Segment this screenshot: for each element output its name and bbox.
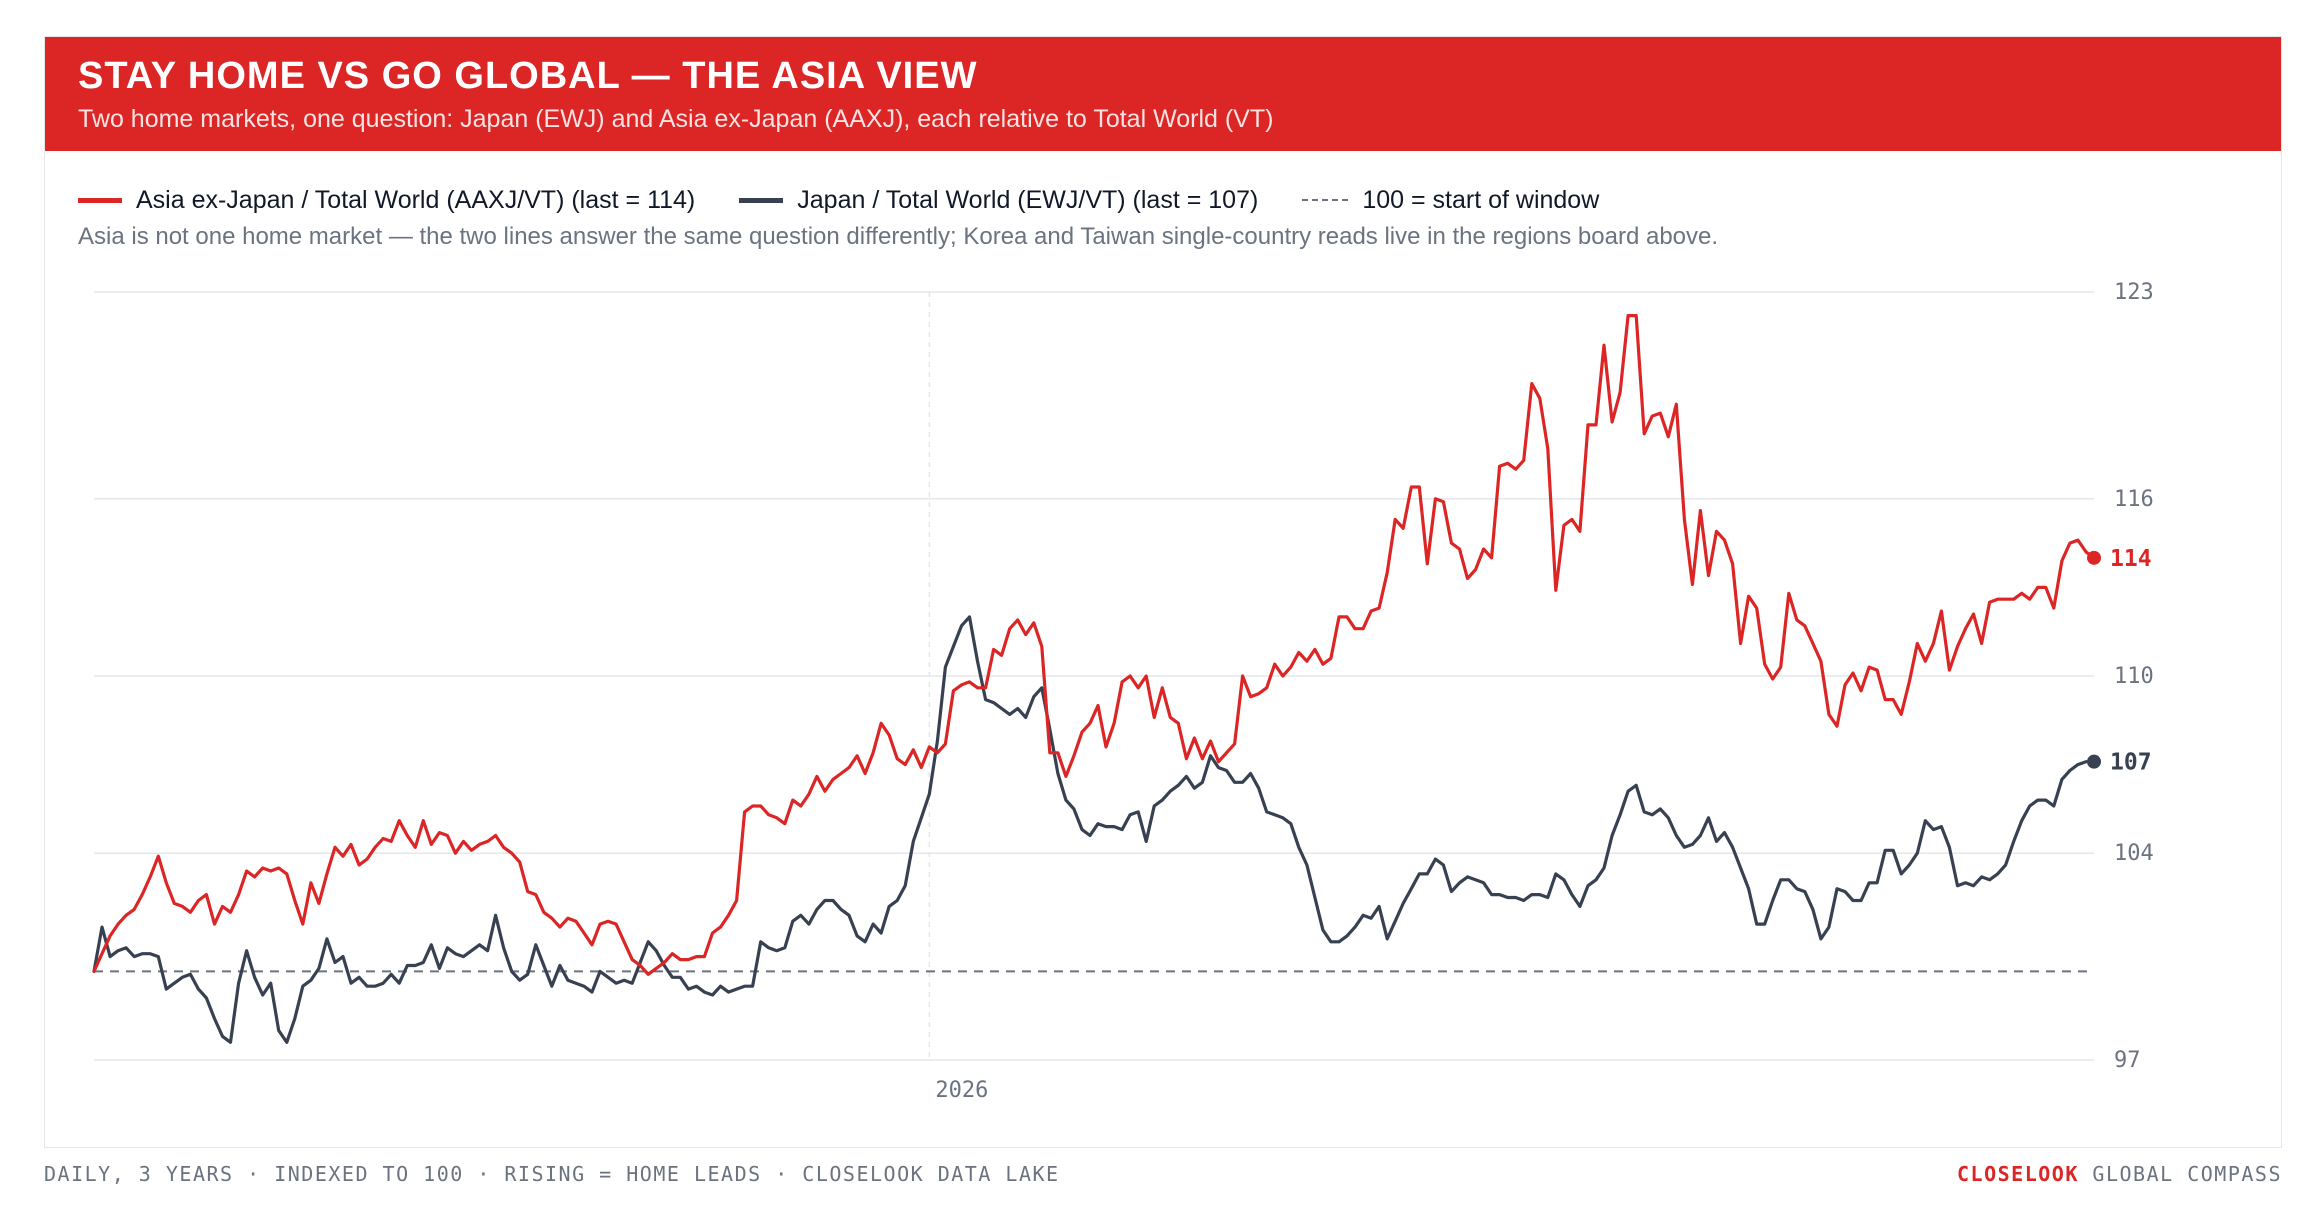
y-tick-label-104: 104 [2114, 841, 2154, 866]
end-marker-japan [2087, 754, 2101, 769]
x-tick-label-2026: 2026 [935, 1078, 988, 1103]
y-tick-label-110: 110 [2114, 664, 2154, 689]
footer-brand: CLOSELOOK [1957, 1162, 2079, 1186]
legend-swatch-asia [78, 197, 122, 203]
legend-item-japan: Japan / Total World (EWJ/VT) (last = 107… [739, 186, 1258, 215]
chart-subtitle: Two home markets, one question: Japan (E… [78, 105, 1274, 133]
legend-label-baseline: 100 = start of window [1362, 185, 1600, 214]
legend-item-baseline: 100 = start of window [1302, 186, 1599, 215]
footer-product: GLOBAL COMPASS [2092, 1162, 2282, 1186]
chart-note: Asia is not one home market — the two li… [78, 223, 1719, 250]
legend-swatch-japan [739, 197, 784, 203]
end-label-japan: 107 [2110, 750, 2152, 776]
end-label-asia: 114 [2110, 546, 2152, 572]
line-chart: 97 104 110 116 123 2026 114 107 [92, 280, 2154, 1103]
footer-brand-block: CLOSELOOK GLOBAL COMPASS [1957, 1162, 2282, 1186]
footer-caption: DAILY, 3 YEARS · INDEXED TO 100 · RISING… [44, 1162, 1060, 1186]
series-line-asia [92, 314, 2096, 976]
title-banner: STAY HOME VS GO GLOBAL — THE ASIA VIEW T… [45, 37, 2281, 151]
legend-label-asia: Asia ex-Japan / Total World (AAXJ/VT) (l… [136, 185, 696, 214]
end-marker-asia [2087, 550, 2101, 565]
legend-swatch-baseline [1302, 199, 1349, 201]
series-line-japan [92, 615, 2088, 1044]
y-tick-label-116: 116 [2114, 487, 2154, 512]
y-tick-label-97: 97 [2114, 1048, 2141, 1073]
chart-card: STAY HOME VS GO GLOBAL — THE ASIA VIEW T… [44, 36, 2282, 1148]
legend-label-japan: Japan / Total World (EWJ/VT) (last = 107… [797, 185, 1259, 214]
legend: Asia ex-Japan / Total World (AAXJ/VT) (l… [78, 183, 1643, 217]
chart-title: STAY HOME VS GO GLOBAL — THE ASIA VIEW [78, 55, 978, 97]
y-tick-label-123: 123 [2114, 280, 2154, 305]
legend-item-asia: Asia ex-Japan / Total World (AAXJ/VT) (l… [78, 186, 695, 215]
